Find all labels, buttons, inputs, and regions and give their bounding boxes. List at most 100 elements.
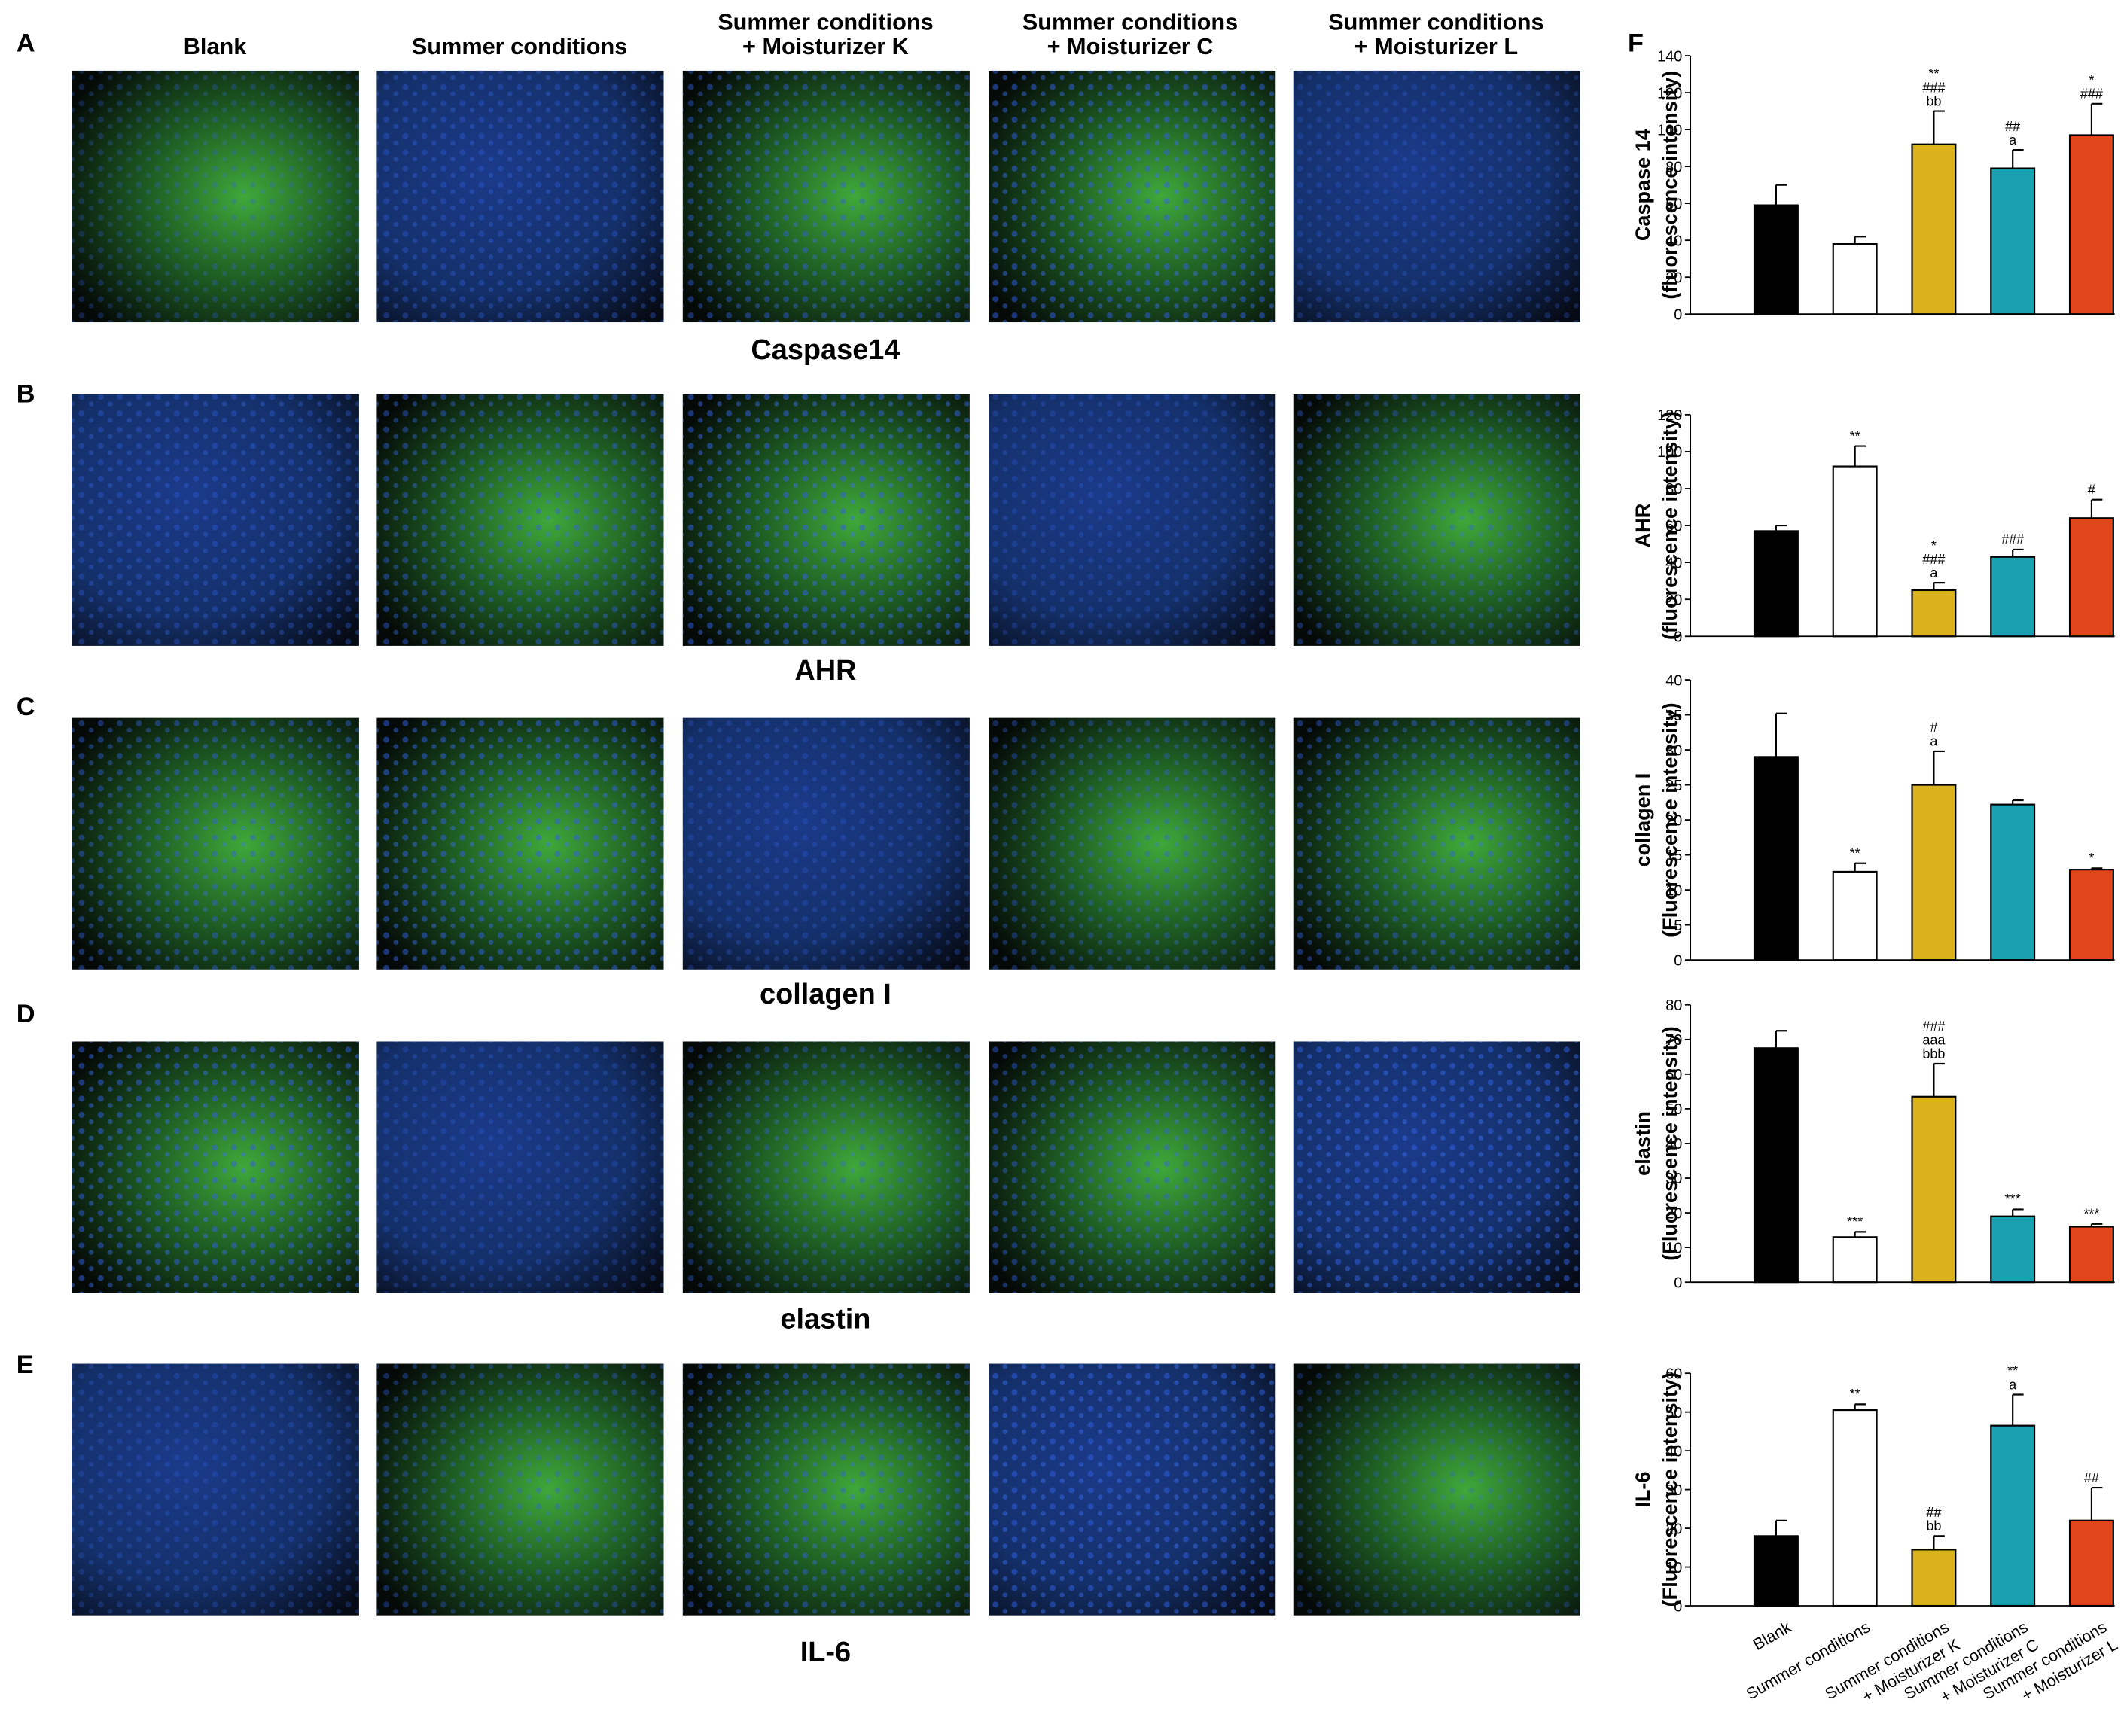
y-tick-label: 100 — [1657, 444, 1682, 461]
y-tick-label: 120 — [1657, 85, 1682, 102]
y-tick-label: 0 — [1674, 306, 1682, 323]
nuclei — [376, 717, 664, 970]
significance-label: bb — [1926, 1518, 1941, 1533]
micrographs — [72, 70, 1580, 1616]
column-header: + Moisturizer C — [1047, 33, 1214, 59]
y-tick-label: 60 — [1665, 1067, 1682, 1083]
y-tick-label: 5 — [1674, 918, 1682, 934]
bar — [1990, 556, 2036, 638]
significance-label: aaa — [1922, 1033, 1946, 1048]
error-bar — [1933, 110, 1945, 145]
error-bar — [1775, 1519, 1787, 1537]
nuclei — [72, 1363, 359, 1616]
bar — [1911, 1549, 1957, 1607]
column-header: + Moisturizer L — [1355, 33, 1518, 59]
error-bar — [2090, 498, 2103, 519]
significance-label: a — [1930, 734, 1938, 749]
bar — [2068, 869, 2114, 961]
significance-label: * — [2089, 72, 2094, 87]
significance-label: a — [2009, 1377, 2017, 1392]
y-tick-label: 30 — [1665, 1482, 1682, 1499]
y-tick-label: 0 — [1674, 629, 1682, 645]
nuclei — [989, 1363, 1276, 1616]
error-bar — [2012, 799, 2024, 805]
y-tick-label: 0 — [1674, 1275, 1682, 1291]
significance-label: ### — [2001, 532, 2024, 547]
panel-label: B — [17, 380, 35, 409]
y-tick-label: 60 — [1665, 1366, 1682, 1382]
y-axis-label: (fluorescence intensity) — [1658, 71, 1681, 300]
bar — [1911, 589, 1957, 638]
bar — [1990, 1215, 2036, 1284]
y-axis-label: collagen I — [1631, 773, 1654, 867]
significance-label: ### — [1922, 552, 1945, 567]
y-tick-label: 40 — [1665, 1136, 1682, 1153]
column-header: Blank — [184, 33, 247, 59]
error-bar — [1854, 236, 1866, 245]
y-tick-label: 20 — [1665, 270, 1682, 286]
error-bar — [2012, 548, 2024, 557]
y-tick-label: 40 — [1665, 1443, 1682, 1460]
y-tick-label: 80 — [1665, 997, 1682, 1014]
row-label: elastin — [780, 1304, 870, 1336]
y-tick-label: 0 — [1674, 1598, 1682, 1615]
y-tick-label: 10 — [1665, 1560, 1682, 1576]
error-bar — [1775, 184, 1787, 206]
bar — [1911, 1095, 1957, 1284]
y-tick-label: 20 — [1665, 592, 1682, 608]
significance-label: # — [2088, 482, 2095, 497]
y-tick-label: 30 — [1665, 742, 1682, 759]
y-axis-label: (fluorescence intensity) — [1658, 411, 1681, 640]
significance-label: ** — [1850, 1387, 1860, 1402]
bar — [1832, 1236, 1878, 1284]
bar — [1911, 784, 1957, 961]
y-axis-label: (Fluorescence intensity) — [1658, 1372, 1681, 1607]
nuclei — [72, 394, 359, 646]
panel-label: D — [17, 1000, 35, 1028]
significance-label: ### — [1922, 1019, 1945, 1034]
y-axis-label: IL-6 — [1631, 1472, 1654, 1508]
panel-label: F — [1628, 29, 1644, 58]
y-tick-label: 30 — [1665, 1171, 1682, 1187]
error-bar — [2012, 148, 2024, 169]
column-header: Summer conditions — [412, 33, 627, 59]
row-label: IL-6 — [800, 1637, 851, 1668]
y-axis-label: elastin — [1631, 1111, 1654, 1176]
significance-label: ** — [2007, 1363, 2018, 1378]
y-tick-label: 50 — [1665, 1405, 1682, 1421]
y-tick-label: 35 — [1665, 708, 1682, 724]
column-header: + Moisturizer K — [742, 33, 909, 59]
y-axis-label: Caspase 14 — [1631, 129, 1654, 241]
y-tick-label: 100 — [1657, 122, 1682, 139]
row-label: Caspase14 — [751, 334, 900, 366]
nuclei — [682, 717, 970, 970]
y-tick-label: 0 — [1674, 952, 1682, 969]
y-tick-label: 60 — [1665, 518, 1682, 535]
significance-label: * — [2089, 851, 2094, 866]
panel-label: C — [17, 693, 35, 721]
y-tick-label: 40 — [1665, 233, 1682, 249]
error-bar — [1933, 750, 1945, 785]
significance-label: a — [1930, 565, 1938, 580]
bar — [2068, 134, 2114, 315]
error-bar — [1933, 1062, 1945, 1097]
significance-label: ** — [1928, 66, 1939, 81]
bar — [2068, 1226, 2114, 1284]
y-tick-label: 25 — [1665, 778, 1682, 794]
error-bar — [2090, 102, 2103, 136]
error-bar — [2012, 1208, 2024, 1217]
significance-label: *** — [1847, 1214, 1863, 1229]
error-bar — [2012, 1393, 2024, 1426]
significance-label: *** — [2083, 1207, 2099, 1222]
significance-label: bbb — [1922, 1046, 1945, 1061]
nuclei — [1293, 1041, 1580, 1293]
bar — [1911, 143, 1957, 315]
significance-label: * — [1931, 538, 1937, 553]
y-tick-label: 10 — [1665, 882, 1682, 899]
y-tick-label: 20 — [1665, 812, 1682, 829]
error-bar — [2090, 867, 2103, 870]
nuclei — [72, 717, 359, 970]
y-tick-label: 70 — [1665, 1032, 1682, 1049]
significance-label: bb — [1926, 93, 1941, 108]
